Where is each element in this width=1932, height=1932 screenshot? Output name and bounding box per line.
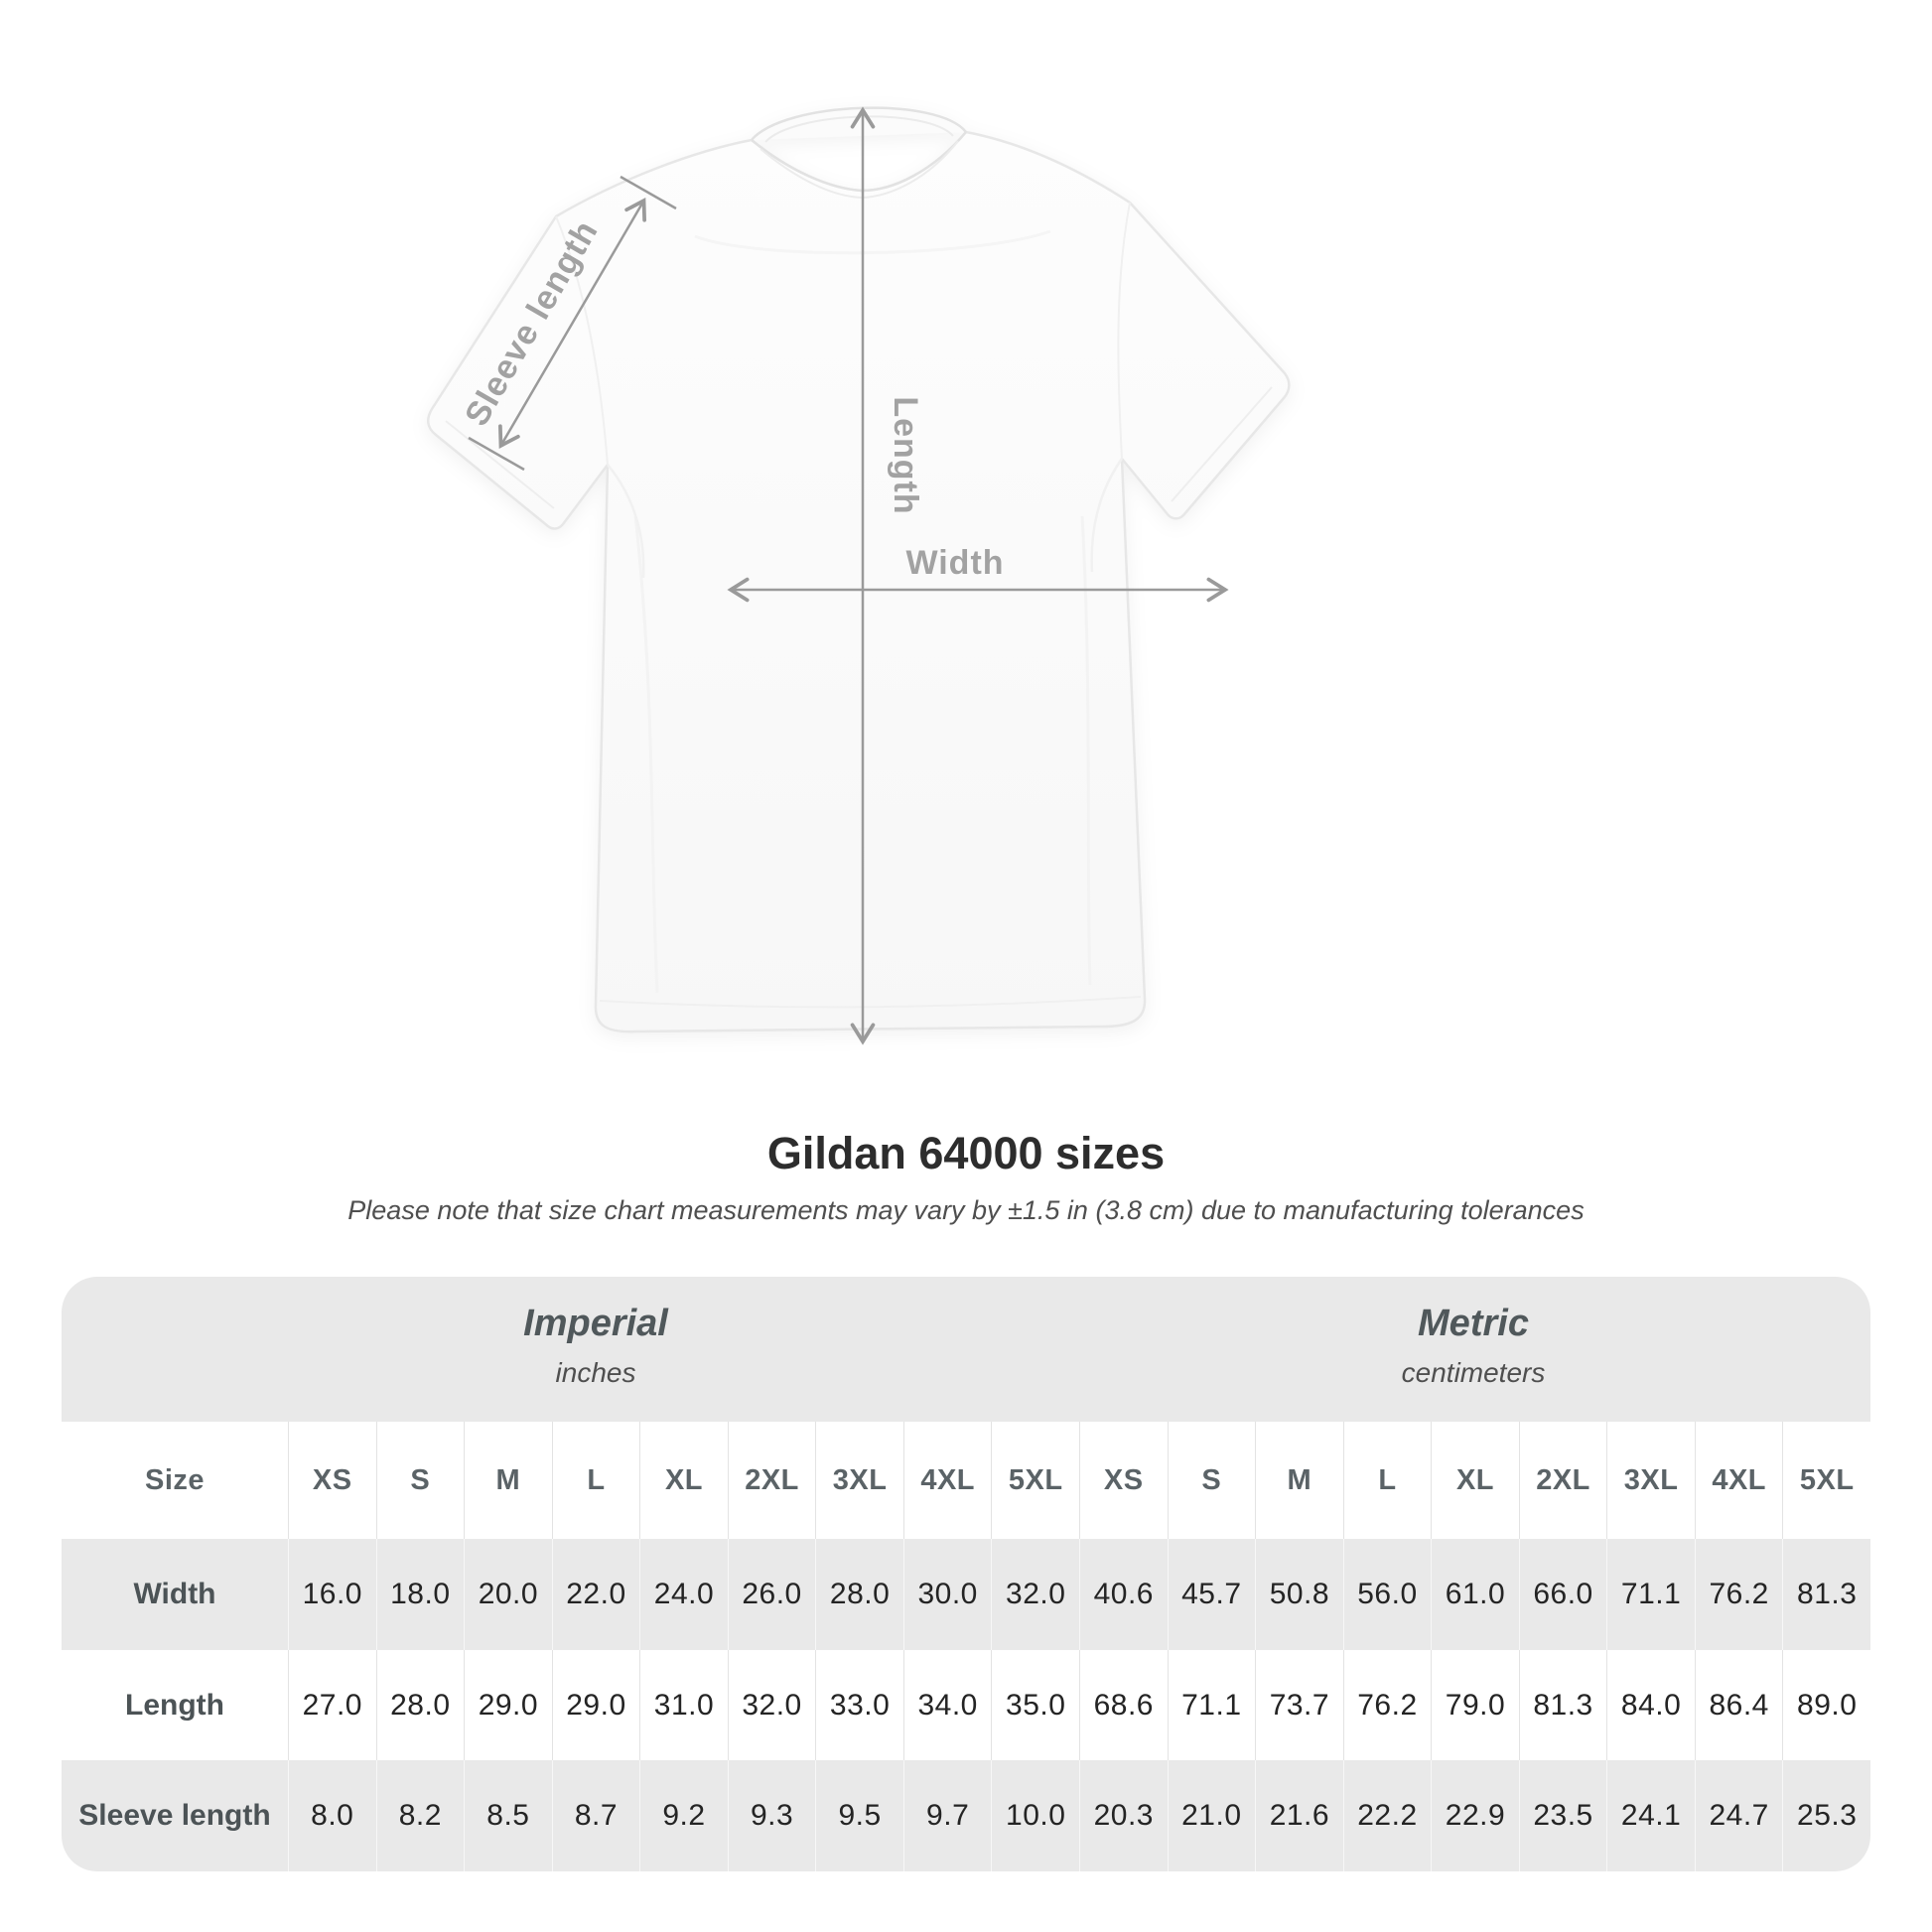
- table-cell: 22.0: [551, 1539, 640, 1650]
- heading-block: Gildan 64000 sizes Please note that size…: [0, 1128, 1932, 1226]
- size-header: 4XL: [902, 1422, 992, 1539]
- table-cell: 26.0: [727, 1539, 816, 1650]
- table-cell: 9.3: [727, 1760, 816, 1871]
- imperial-title: Imperial: [523, 1303, 668, 1344]
- table-cell: 32.0: [727, 1650, 816, 1760]
- table-cell: 84.0: [1606, 1650, 1695, 1760]
- size-table: Imperial inches Metric centimeters Size …: [62, 1277, 1870, 1871]
- table-cell: 8.0: [288, 1760, 376, 1871]
- table-cell: 22.2: [1342, 1760, 1432, 1871]
- sleeve-arrow-end-tick: [468, 436, 525, 472]
- table-cell: 76.2: [1342, 1650, 1432, 1760]
- table-cell: 45.7: [1167, 1539, 1256, 1650]
- table-cell: 9.2: [639, 1760, 728, 1871]
- imperial-unit: inches: [555, 1357, 636, 1388]
- size-header: XS: [288, 1422, 376, 1539]
- table-cell: 32.0: [991, 1539, 1079, 1650]
- size-header: XL: [639, 1422, 728, 1539]
- table-row-width: Width 16.0 18.0 20.0 22.0 24.0 26.0 28.0…: [62, 1539, 1870, 1650]
- metric-title: Metric: [1418, 1303, 1529, 1344]
- table-cell: 24.1: [1606, 1760, 1695, 1871]
- size-header: XL: [1431, 1422, 1519, 1539]
- table-row-length: Length 27.0 28.0 29.0 29.0 31.0 32.0 33.…: [62, 1650, 1870, 1760]
- table-cell: 22.9: [1431, 1760, 1519, 1871]
- table-cell: 10.0: [991, 1760, 1079, 1871]
- size-header: 5XL: [1782, 1422, 1870, 1539]
- table-cell: 18.0: [375, 1539, 465, 1650]
- size-header: 5XL: [991, 1422, 1079, 1539]
- metric-unit: centimeters: [1401, 1357, 1546, 1388]
- table-cell: 73.7: [1255, 1650, 1343, 1760]
- size-header: S: [375, 1422, 465, 1539]
- table-cell: 8.5: [464, 1760, 552, 1871]
- sleeve-arrow-end-tick: [620, 175, 677, 210]
- row-label: Width: [133, 1578, 216, 1610]
- size-header: L: [551, 1422, 640, 1539]
- size-header: M: [464, 1422, 552, 1539]
- size-header: M: [1255, 1422, 1343, 1539]
- table-cell: 16.0: [288, 1539, 376, 1650]
- metric-group-header: Metric centimeters: [1402, 1277, 1546, 1389]
- size-header: 3XL: [1606, 1422, 1695, 1539]
- table-cell: 29.0: [551, 1650, 640, 1760]
- table-cell: 76.2: [1694, 1539, 1783, 1650]
- table-header-row: Size XS S M L XL 2XL 3XL 4XL 5XL XS S M …: [62, 1422, 1870, 1539]
- table-cell: 8.2: [375, 1760, 465, 1871]
- table-cell: 21.6: [1255, 1760, 1343, 1871]
- table-cell: 21.0: [1167, 1760, 1256, 1871]
- table-cell: 33.0: [815, 1650, 903, 1760]
- table-cell: 50.8: [1255, 1539, 1343, 1650]
- table-cell: 23.5: [1518, 1760, 1607, 1871]
- table-cell: 71.1: [1606, 1539, 1695, 1650]
- table-cell: 86.4: [1694, 1650, 1783, 1760]
- size-column-header: Size: [144, 1463, 206, 1496]
- table-cell: 24.7: [1694, 1760, 1783, 1871]
- length-label: Length: [887, 396, 924, 514]
- table-cell: 81.3: [1782, 1539, 1870, 1650]
- table-cell: 27.0: [288, 1650, 376, 1760]
- size-header: 4XL: [1694, 1422, 1783, 1539]
- table-cell: 89.0: [1782, 1650, 1870, 1760]
- table-cell: 40.6: [1079, 1539, 1168, 1650]
- table-cell: 29.0: [464, 1650, 552, 1760]
- table-cell: 20.0: [464, 1539, 552, 1650]
- sleeve-length-arrow: [498, 198, 646, 449]
- table-cell: 28.0: [815, 1539, 903, 1650]
- table-cell: 66.0: [1518, 1539, 1607, 1650]
- imperial-group-header: Imperial inches: [523, 1277, 668, 1389]
- row-label: Sleeve length: [78, 1799, 271, 1832]
- table-cell: 68.6: [1079, 1650, 1168, 1760]
- width-label: Width: [905, 544, 1004, 582]
- table-cell: 9.7: [902, 1760, 992, 1871]
- unit-header-band: Imperial inches Metric centimeters: [62, 1277, 1870, 1422]
- table-cell: 71.1: [1167, 1650, 1256, 1760]
- row-label: Length: [125, 1688, 224, 1722]
- tolerance-note: Please note that size chart measurements…: [347, 1195, 1585, 1225]
- page-title: Gildan 64000 sizes: [766, 1128, 1166, 1178]
- table-row-sleeve-length: Sleeve length 8.0 8.2 8.5 8.7 9.2 9.3 9.…: [62, 1760, 1870, 1871]
- table-cell: 35.0: [991, 1650, 1079, 1760]
- table-cell: 31.0: [639, 1650, 728, 1760]
- table-cell: 30.0: [902, 1539, 992, 1650]
- size-header: 2XL: [727, 1422, 816, 1539]
- size-header: XS: [1079, 1422, 1168, 1539]
- size-header: S: [1167, 1422, 1256, 1539]
- table-cell: 61.0: [1431, 1539, 1519, 1650]
- table-cell: 79.0: [1431, 1650, 1519, 1760]
- table-cell: 24.0: [639, 1539, 728, 1650]
- table-cell: 28.0: [375, 1650, 465, 1760]
- table-cell: 9.5: [815, 1760, 903, 1871]
- tshirt-measurement-diagram: Sleeve length Length Width: [427, 106, 1291, 1045]
- size-header: 2XL: [1518, 1422, 1607, 1539]
- table-cell: 34.0: [902, 1650, 992, 1760]
- table-cell: 20.3: [1079, 1760, 1168, 1871]
- table-cell: 8.7: [551, 1760, 640, 1871]
- size-header: 3XL: [815, 1422, 903, 1539]
- size-header: L: [1342, 1422, 1432, 1539]
- table-cell: 56.0: [1342, 1539, 1432, 1650]
- table-cell: 25.3: [1782, 1760, 1870, 1871]
- table-cell: 81.3: [1518, 1650, 1607, 1760]
